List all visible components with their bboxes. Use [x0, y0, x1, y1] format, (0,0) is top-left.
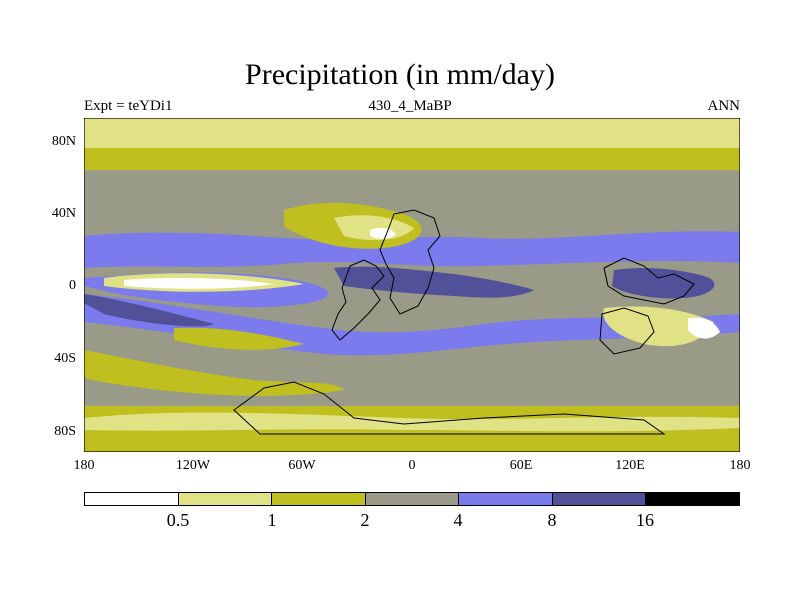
legend-box-1 [178, 493, 273, 505]
north-band [84, 148, 740, 170]
pacific-driest-tongue [124, 277, 274, 289]
plot-title: Precipitation (in mm/day) [245, 58, 555, 91]
legend-label-3: 4 [453, 510, 463, 530]
legend-label-0: 0.5 [166, 510, 190, 530]
south-america-outline [331, 259, 385, 341]
lat-label-80n: 80N [51, 134, 76, 149]
legend-box-5 [552, 493, 647, 505]
australia-outline [599, 307, 655, 355]
legend-label-5: 16 [636, 510, 654, 530]
legend-box-2 [272, 493, 366, 505]
lon-label-60e: 60E [509, 458, 533, 473]
legend-label-4: 8 [547, 510, 557, 530]
color-legend [84, 492, 740, 506]
lon-label-60w: 60W [288, 458, 316, 473]
australia-dry [603, 306, 714, 347]
legend-box-4 [459, 493, 553, 505]
map-svg [84, 118, 740, 452]
precipitation-map [84, 118, 740, 452]
season-label: ANN [707, 98, 741, 114]
period-label: 430_4_MaBP [368, 98, 452, 114]
itcz-band [84, 231, 740, 268]
southern-dry-zone [84, 350, 344, 396]
lat-label-40s: 40S [54, 351, 76, 366]
experiment-label: Expt = teYDi1 [84, 98, 173, 114]
lon-label-120w: 120W [175, 458, 211, 473]
pacific-heavy-zone [84, 294, 214, 327]
legend-label-2: 2 [360, 510, 370, 530]
africa-outline [379, 209, 441, 315]
south-pacific-dry [174, 327, 304, 350]
legend-box-0 [85, 493, 179, 505]
lon-label-180e: 180 [729, 458, 751, 473]
antarctic-dry-band [84, 412, 740, 432]
lat-label-80s: 80S [54, 424, 76, 439]
legend-label-1: 1 [267, 510, 277, 530]
lat-label-0: 0 [69, 278, 76, 293]
lon-label-0: 0 [408, 458, 416, 473]
legend-box-3 [365, 493, 460, 505]
legend-box-6 [646, 493, 740, 505]
lon-label-180w: 180 [73, 458, 95, 473]
lon-label-120e: 120E [615, 458, 645, 473]
australia-driest [688, 317, 720, 339]
atlantic-heavy-zone [334, 266, 534, 298]
maritime-outline [603, 257, 695, 305]
arctic-band [84, 118, 740, 148]
lat-label-40n: 40N [51, 206, 76, 221]
sahara-driest [370, 227, 396, 239]
antarctica-outline [233, 381, 666, 435]
